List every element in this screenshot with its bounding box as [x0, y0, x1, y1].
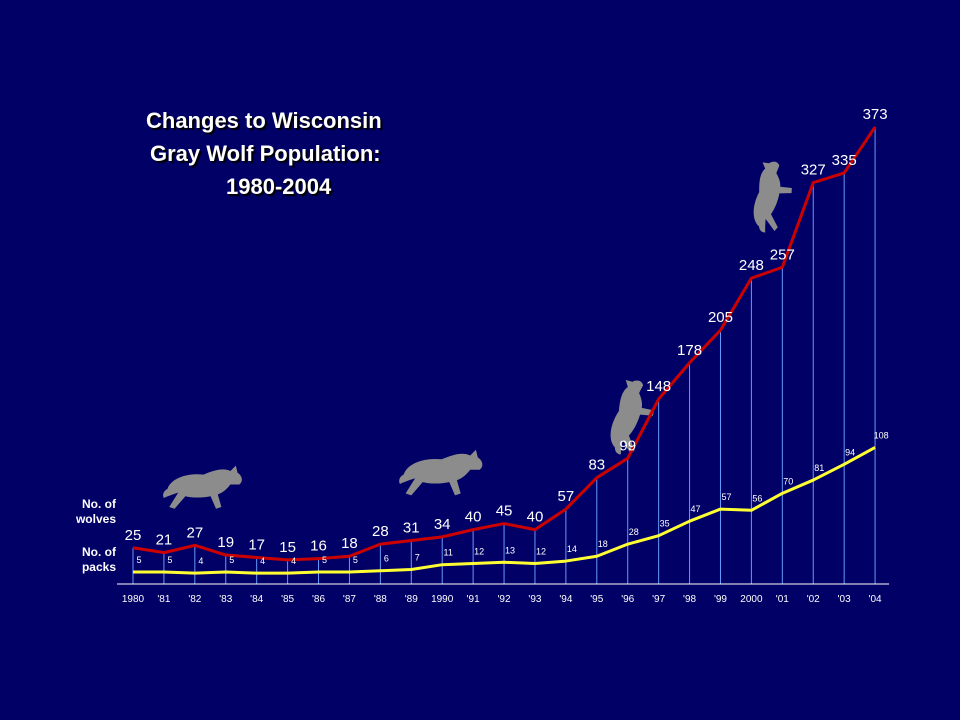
- packs-data-label: 28: [629, 527, 639, 537]
- packs-label-line-1: No. of: [82, 545, 116, 559]
- x-tick-label: '99: [714, 594, 727, 605]
- packs-data-label: 5: [167, 555, 172, 565]
- packs-data-label: 4: [291, 556, 296, 566]
- drop-lines: [132, 127, 876, 584]
- wolves-data-label: 373: [863, 106, 888, 123]
- wolves-series-label: No. of wolves: [56, 497, 116, 527]
- packs-data-label: 6: [384, 554, 389, 564]
- packs-series-label: No. of packs: [56, 545, 116, 575]
- wolves-data-label: 31: [403, 520, 420, 537]
- packs-data-label: 81: [814, 463, 824, 473]
- packs-data-label: 108: [874, 430, 889, 440]
- x-tick-label: '83: [219, 594, 232, 605]
- wolf-icon: [738, 157, 801, 237]
- packs-data-label: 14: [567, 544, 577, 554]
- wolves-data-label: 34: [434, 516, 451, 533]
- packs-data-label: 47: [691, 504, 701, 514]
- wolves-data-label: 25: [125, 527, 142, 544]
- x-tick-label: 1990: [431, 594, 454, 605]
- wolves-label-line-2: wolves: [75, 512, 116, 526]
- x-tick-label: '95: [590, 594, 603, 605]
- wolves-data-label: 335: [832, 152, 857, 169]
- wolves-data-label: 17: [248, 536, 265, 553]
- x-tick-label: '03: [838, 594, 851, 605]
- x-tick-label: '96: [621, 594, 634, 605]
- x-tick-label: '92: [498, 594, 511, 605]
- packs-data-label: 18: [598, 539, 608, 549]
- wolves-data-label: 248: [739, 257, 764, 274]
- wolves-data-label: 27: [186, 524, 203, 541]
- x-tick-label: '86: [312, 594, 325, 605]
- packs-data-label: 4: [198, 556, 203, 566]
- wolves-data-label: 21: [156, 532, 173, 549]
- wolves-data-label: 148: [646, 378, 671, 395]
- x-tick-label: '02: [807, 594, 820, 605]
- chart-title-line-2: Gray Wolf Population:: [150, 141, 381, 166]
- wolf-icons: [163, 157, 801, 509]
- wolves-data-label: 83: [588, 457, 605, 474]
- series-lines: [132, 126, 877, 575]
- x-tick-label: '97: [652, 594, 665, 605]
- wolves-data-label: 257: [770, 246, 795, 263]
- packs-data-label: 35: [660, 519, 670, 529]
- x-tick-label: '89: [405, 594, 418, 605]
- wolves-data-label: 178: [677, 342, 702, 359]
- wolves-data-label: 28: [372, 523, 389, 540]
- packs-data-label: 7: [415, 553, 420, 563]
- packs-data-label: 70: [783, 476, 793, 486]
- x-tick-label: '82: [188, 594, 201, 605]
- wolves-data-label: 99: [619, 437, 636, 454]
- x-axis: 1980 '81 '82 '83 '84 '85 '86 '87 '88 '89 1990 '91 '9…: [117, 583, 890, 605]
- wolves-data-label: 40: [465, 509, 482, 526]
- x-tick-label: '98: [683, 594, 696, 605]
- packs-data-label: 94: [845, 447, 855, 457]
- x-tick-label: '91: [467, 594, 480, 605]
- x-tick-label: '87: [343, 594, 356, 605]
- packs-data-label: 56: [752, 493, 762, 503]
- wolf-icon: [163, 465, 242, 509]
- packs-data-label: 13: [505, 545, 515, 555]
- packs-data-label: 5: [229, 555, 234, 565]
- x-tick-label: '84: [250, 594, 263, 605]
- packs-data-label: 57: [721, 492, 731, 502]
- wolf-icon: [399, 449, 483, 496]
- wolves-data-label: 18: [341, 535, 358, 552]
- packs-data-label: 12: [474, 546, 484, 556]
- wolves-data-label: 40: [527, 509, 544, 526]
- packs-data-label: 4: [260, 556, 265, 566]
- wolves-series-line: [132, 126, 877, 562]
- x-tick-label: '94: [559, 594, 572, 605]
- packs-data-label: 5: [136, 555, 141, 565]
- x-tick-label: '01: [776, 594, 789, 605]
- x-tick-label: 2000: [740, 594, 763, 605]
- packs-data-label: 5: [353, 555, 358, 565]
- packs-series-line: [133, 446, 876, 575]
- chart-title-line-1: Changes to Wisconsin: [146, 108, 382, 133]
- x-tick-label: '04: [869, 594, 882, 605]
- wolves-data-label: 16: [310, 538, 327, 555]
- packs-data-label: 12: [536, 546, 546, 556]
- chart-title-line-3: 1980-2004: [226, 174, 332, 199]
- wolves-data-label: 57: [558, 488, 575, 505]
- wolves-data-label: 19: [217, 534, 234, 551]
- x-tick-label: '93: [528, 594, 541, 605]
- packs-data-label: 11: [444, 548, 453, 558]
- x-tick-label: 1980: [122, 594, 145, 605]
- packs-label-line-2: packs: [81, 560, 116, 574]
- wolves-data-label: 45: [496, 503, 513, 520]
- wolves-data-label: 15: [279, 539, 296, 556]
- packs-data-label: 5: [322, 555, 327, 565]
- x-tick-label: '88: [374, 594, 387, 605]
- wolves-data-label: 205: [708, 309, 733, 326]
- x-tick-label: '85: [281, 594, 294, 605]
- wolves-data-label: 327: [801, 162, 826, 179]
- wolves-label-line-1: No. of: [82, 497, 116, 511]
- x-tick-label: '81: [157, 594, 170, 605]
